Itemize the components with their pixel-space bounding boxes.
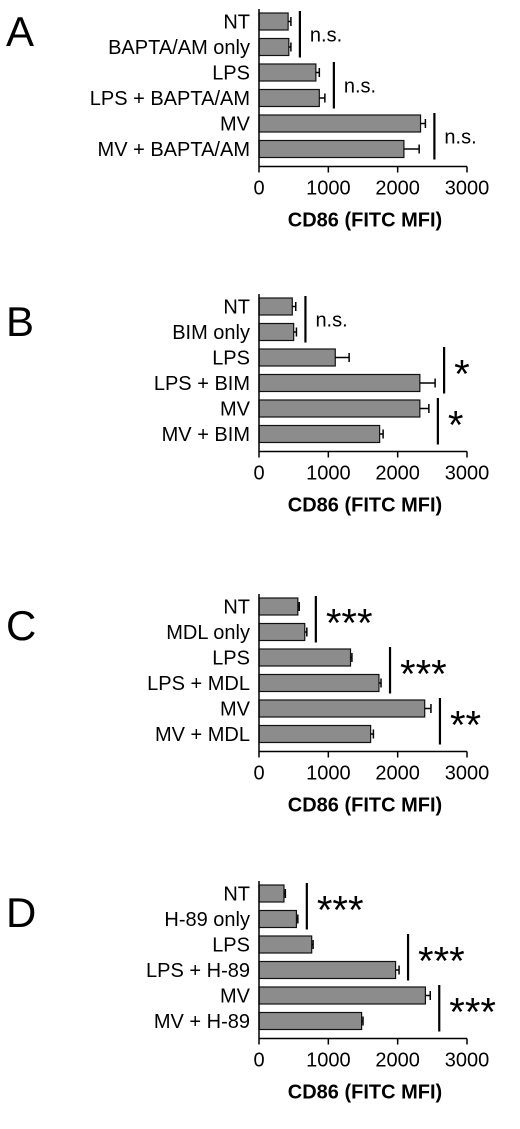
significance-label: *** <box>418 939 465 983</box>
category-label: BAPTA/AM only <box>108 37 250 59</box>
category-label: LPS + BIM <box>154 373 250 395</box>
bar <box>258 424 381 444</box>
panel-letter: D <box>6 889 36 936</box>
category-label: NT <box>223 884 250 906</box>
category-label: MV <box>220 699 251 721</box>
category-label: MV <box>220 399 251 421</box>
category-label: LPS <box>212 348 250 370</box>
x-tick-label: 1000 <box>306 178 351 200</box>
category-label: BIM only <box>172 322 250 344</box>
x-axis-title: CD86 (FITC MFI) <box>288 495 442 517</box>
category-label: LPS + H-89 <box>146 960 250 982</box>
bar <box>258 673 380 693</box>
category-label: MV + BIM <box>162 424 250 446</box>
bar <box>258 63 317 82</box>
panel-letter: B <box>6 298 34 345</box>
bar <box>258 960 397 980</box>
x-tick-label: 2000 <box>375 1050 420 1072</box>
significance-label: * <box>454 352 470 396</box>
x-tick-label: 0 <box>253 178 264 200</box>
x-axis-title: CD86 (FITC MFI) <box>288 795 442 817</box>
bar <box>258 348 336 367</box>
bar <box>258 909 298 929</box>
category-label: H-89 only <box>164 909 250 931</box>
bar <box>258 37 290 57</box>
bar <box>258 597 299 616</box>
bar <box>258 884 285 903</box>
x-tick-label: 1000 <box>306 763 351 785</box>
x-tick-label: 2000 <box>375 763 420 785</box>
chart-panel-a: A NT BAPTA/AM only LPS LPS + BAPTA/AM MV MV + … <box>6 8 489 232</box>
significance-label: n.s. <box>315 309 347 331</box>
bar <box>258 935 313 954</box>
x-tick-label: 1000 <box>306 1050 351 1072</box>
bar <box>258 373 421 393</box>
category-label: NT <box>223 597 250 619</box>
category-label: LPS <box>212 63 250 85</box>
x-tick-label: 2000 <box>375 463 420 485</box>
significance-label: n.s. <box>310 24 342 46</box>
x-tick-label: 0 <box>253 1050 264 1072</box>
bar <box>258 648 352 667</box>
bar <box>258 986 426 1005</box>
panel-letter: A <box>6 8 34 55</box>
bar <box>258 1011 363 1031</box>
category-label: MV + H-89 <box>154 1011 250 1033</box>
bar <box>258 12 289 31</box>
x-tick-label: 3000 <box>445 1050 490 1072</box>
bar <box>258 139 405 159</box>
bar <box>258 399 421 418</box>
bar <box>258 622 306 642</box>
chart-panel-d: D NT H-89 only LPS LPS + H-89 MV MV + H-890 100… <box>6 881 496 1104</box>
category-label: NT <box>223 297 250 319</box>
significance-label: *** <box>449 990 496 1034</box>
category-label: MDL only <box>166 622 250 644</box>
significance-label: *** <box>326 601 373 645</box>
x-tick-label: 2000 <box>375 178 420 200</box>
category-label: MV <box>220 114 251 136</box>
bar <box>258 322 295 342</box>
category-label: LPS + MDL <box>147 673 250 695</box>
panel-letter: C <box>6 602 36 649</box>
significance-label: ** <box>450 703 481 747</box>
category-label: MV <box>220 986 251 1008</box>
bar <box>258 114 422 133</box>
x-tick-label: 3000 <box>445 463 490 485</box>
significance-label: *** <box>400 652 447 696</box>
x-tick-label: 3000 <box>445 178 490 200</box>
bar <box>258 88 320 108</box>
significance-label: *** <box>317 888 364 932</box>
category-label: LPS <box>212 648 250 670</box>
category-label: LPS + BAPTA/AM <box>90 88 250 110</box>
significance-label: n.s. <box>444 126 476 148</box>
x-axis-title: CD86 (FITC MFI) <box>288 210 442 232</box>
category-label: MV + BAPTA/AM <box>98 139 250 161</box>
significance-label: * <box>448 403 464 447</box>
category-label: LPS <box>212 935 250 957</box>
bar <box>258 724 372 744</box>
x-tick-label: 1000 <box>306 463 351 485</box>
x-tick-label: 0 <box>253 463 264 485</box>
x-tick-label: 3000 <box>445 763 490 785</box>
bar <box>258 699 426 718</box>
x-tick-label: 0 <box>253 763 264 785</box>
significance-label: n.s. <box>344 75 376 97</box>
category-label: MV + MDL <box>155 724 250 746</box>
bar <box>258 297 293 316</box>
x-axis-title: CD86 (FITC MFI) <box>288 1082 442 1104</box>
category-label: NT <box>223 12 250 34</box>
